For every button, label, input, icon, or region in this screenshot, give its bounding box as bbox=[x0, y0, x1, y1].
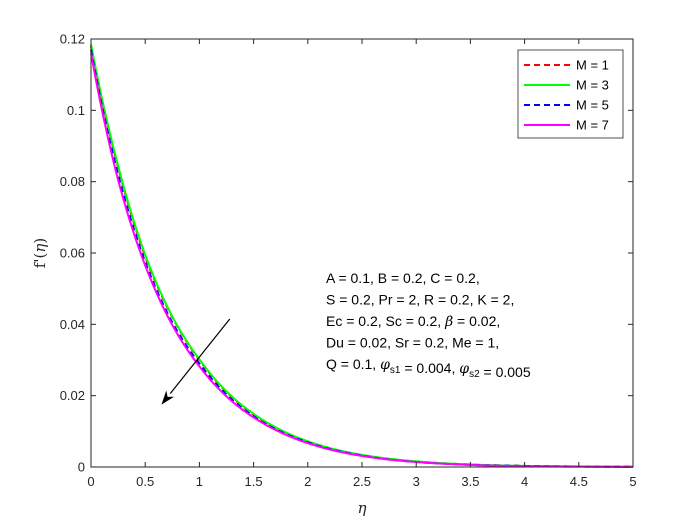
annotation-line: Du = 0.02, Sr = 0.2, Me = 1, bbox=[326, 335, 499, 351]
x-axis-label: η bbox=[358, 499, 367, 517]
y-tick-label: 0.1 bbox=[67, 103, 85, 118]
annotation-line: Ec = 0.2, Sc = 0.2, β = 0.02, bbox=[326, 313, 500, 330]
x-tick-label: 1 bbox=[196, 474, 203, 489]
annotation-line: Q = 0.1, φs1 = 0.004, φs2 = 0.005 bbox=[326, 356, 531, 380]
annotation-text-part: Q = 0.1, bbox=[326, 356, 380, 372]
trend-arrow-head bbox=[161, 390, 175, 405]
y-tick-label: 0.12 bbox=[60, 32, 85, 47]
x-tick-label: 5 bbox=[629, 474, 636, 489]
y-tick-label: 0.02 bbox=[60, 388, 85, 403]
legend-label: M = 3 bbox=[576, 78, 609, 93]
y-tick-label: 0.04 bbox=[60, 317, 85, 332]
x-tick-label: 0 bbox=[87, 474, 94, 489]
annotation-text-part: Ec = 0.2, Sc = 0.2, bbox=[326, 313, 445, 329]
legend-label: M = 1 bbox=[576, 58, 609, 73]
annotation-block: A = 0.1, B = 0.2, C = 0.2, S = 0.2, Pr = … bbox=[326, 270, 531, 380]
annotation-line: S = 0.2, Pr = 2, R = 0.2, K = 2, bbox=[326, 292, 514, 308]
annotation-text-part: = 0.02, bbox=[453, 313, 500, 329]
y-axis-label-eta: η bbox=[31, 244, 49, 253]
y-axis-label-close: ) bbox=[31, 238, 49, 244]
annotation-line: A = 0.1, B = 0.2, C = 0.2, bbox=[326, 270, 480, 286]
y-axis-label: f'(η) bbox=[31, 238, 49, 268]
legend-label: M = 7 bbox=[576, 118, 609, 133]
series-line-4 bbox=[90, 53, 634, 468]
trend-arrow bbox=[169, 318, 231, 395]
x-tick-label: 3.5 bbox=[461, 474, 479, 489]
phi-subscript: s2 bbox=[469, 369, 480, 380]
legend: M = 1 M = 3 M = 5 M = 7 bbox=[517, 49, 624, 139]
y-axis-label-f: f'( bbox=[31, 253, 49, 269]
x-tick-label: 1.5 bbox=[245, 474, 263, 489]
series-layer bbox=[90, 44, 634, 468]
x-tick-label: 2 bbox=[304, 474, 311, 489]
y-tick-label: 0 bbox=[78, 460, 85, 475]
x-tick-label: 3 bbox=[413, 474, 420, 489]
phi-subscript: s1 bbox=[390, 365, 401, 376]
legend-label: M = 5 bbox=[576, 98, 609, 113]
phi-symbol: φ bbox=[380, 357, 390, 373]
x-tick-label: 2.5 bbox=[353, 474, 371, 489]
y-tick-label: 0.06 bbox=[60, 246, 85, 261]
annotation-text-part: = 0.005 bbox=[480, 364, 531, 380]
ticks-layer: 0 0.5 1 1.5 2 2.5 3 3.5 4 4.5 5 0 0.02 0.04 0.06 0.08 0.… bbox=[60, 32, 637, 490]
series-line-3 bbox=[90, 49, 633, 468]
x-tick-label: 4.5 bbox=[570, 474, 588, 489]
y-tick-label: 0.08 bbox=[60, 174, 85, 189]
phi-symbol: φ bbox=[459, 361, 469, 377]
x-tick-label: 0.5 bbox=[136, 474, 154, 489]
annotation-text-part: = 0.004, bbox=[400, 360, 459, 376]
x-tick-label: 4 bbox=[521, 474, 528, 489]
beta-symbol: β bbox=[444, 314, 453, 330]
